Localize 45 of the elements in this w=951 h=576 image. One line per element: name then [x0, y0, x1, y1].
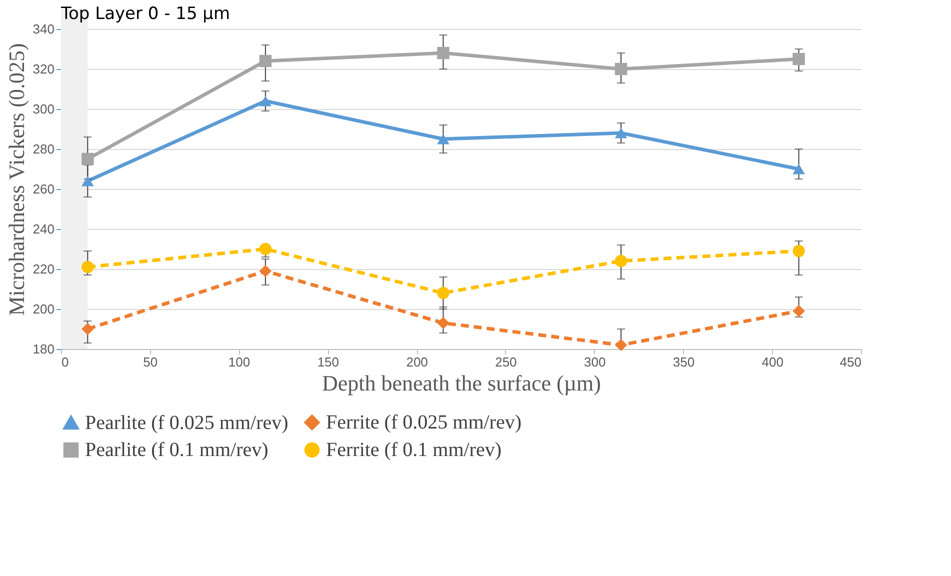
point: [437, 316, 450, 330]
x-tick-label: 150: [317, 354, 340, 370]
y-tick-label: 200: [32, 302, 54, 316]
x-tick-label: 100: [228, 354, 250, 370]
point: [614, 338, 628, 352]
point: [82, 260, 94, 274]
x-tick-label: 300: [584, 354, 606, 370]
x-tick-label: 400: [762, 354, 784, 370]
y-axis-title: Microhardness Vickers (0.025): [4, 43, 29, 316]
point: [792, 164, 805, 174]
x-axis-title: Depth beneath the surface (µm): [322, 370, 601, 396]
point: [614, 128, 628, 138]
y-tick-label: 340: [32, 22, 54, 36]
point: [792, 244, 805, 258]
legend-label: Ferrite (f 0.025 mm/rev): [326, 411, 522, 434]
point: [437, 46, 450, 60]
x-tick-label: 250: [495, 354, 517, 370]
legend-label: Pearlite (f 0.1 mm/rev): [85, 439, 268, 461]
legend-label: Ferrite (f 0.1 mm/rev): [326, 439, 502, 461]
point: [792, 52, 805, 66]
point: [82, 152, 94, 166]
point: [614, 62, 628, 76]
point: [437, 134, 450, 144]
x-tick-label: 450: [840, 354, 862, 370]
x-tick-label: 50: [143, 354, 158, 370]
y-tick-label: 300: [32, 102, 54, 116]
y-tick-label: 280: [32, 142, 54, 156]
y-tick-label: 260: [32, 182, 54, 196]
point: [437, 286, 450, 300]
legend-label: Pearlite (f 0.025 mm/rev): [85, 412, 288, 434]
band-label: Top Layer 0 - 15 µm: [60, 4, 230, 24]
y-tick-label: 220: [32, 262, 54, 276]
point: [614, 254, 628, 268]
y-tick-label: 320: [32, 62, 54, 76]
x-tick-label: 200: [406, 354, 428, 370]
point: [259, 264, 272, 278]
y-tick-label: 240: [32, 222, 54, 236]
x-tick-label: 350: [672, 354, 695, 370]
x-tick-label: 0: [62, 354, 69, 370]
point: [792, 304, 805, 318]
point: [259, 54, 272, 68]
y-tick-label: 180: [32, 342, 54, 356]
point: [259, 96, 272, 106]
point: [82, 176, 94, 186]
point: [82, 322, 94, 336]
